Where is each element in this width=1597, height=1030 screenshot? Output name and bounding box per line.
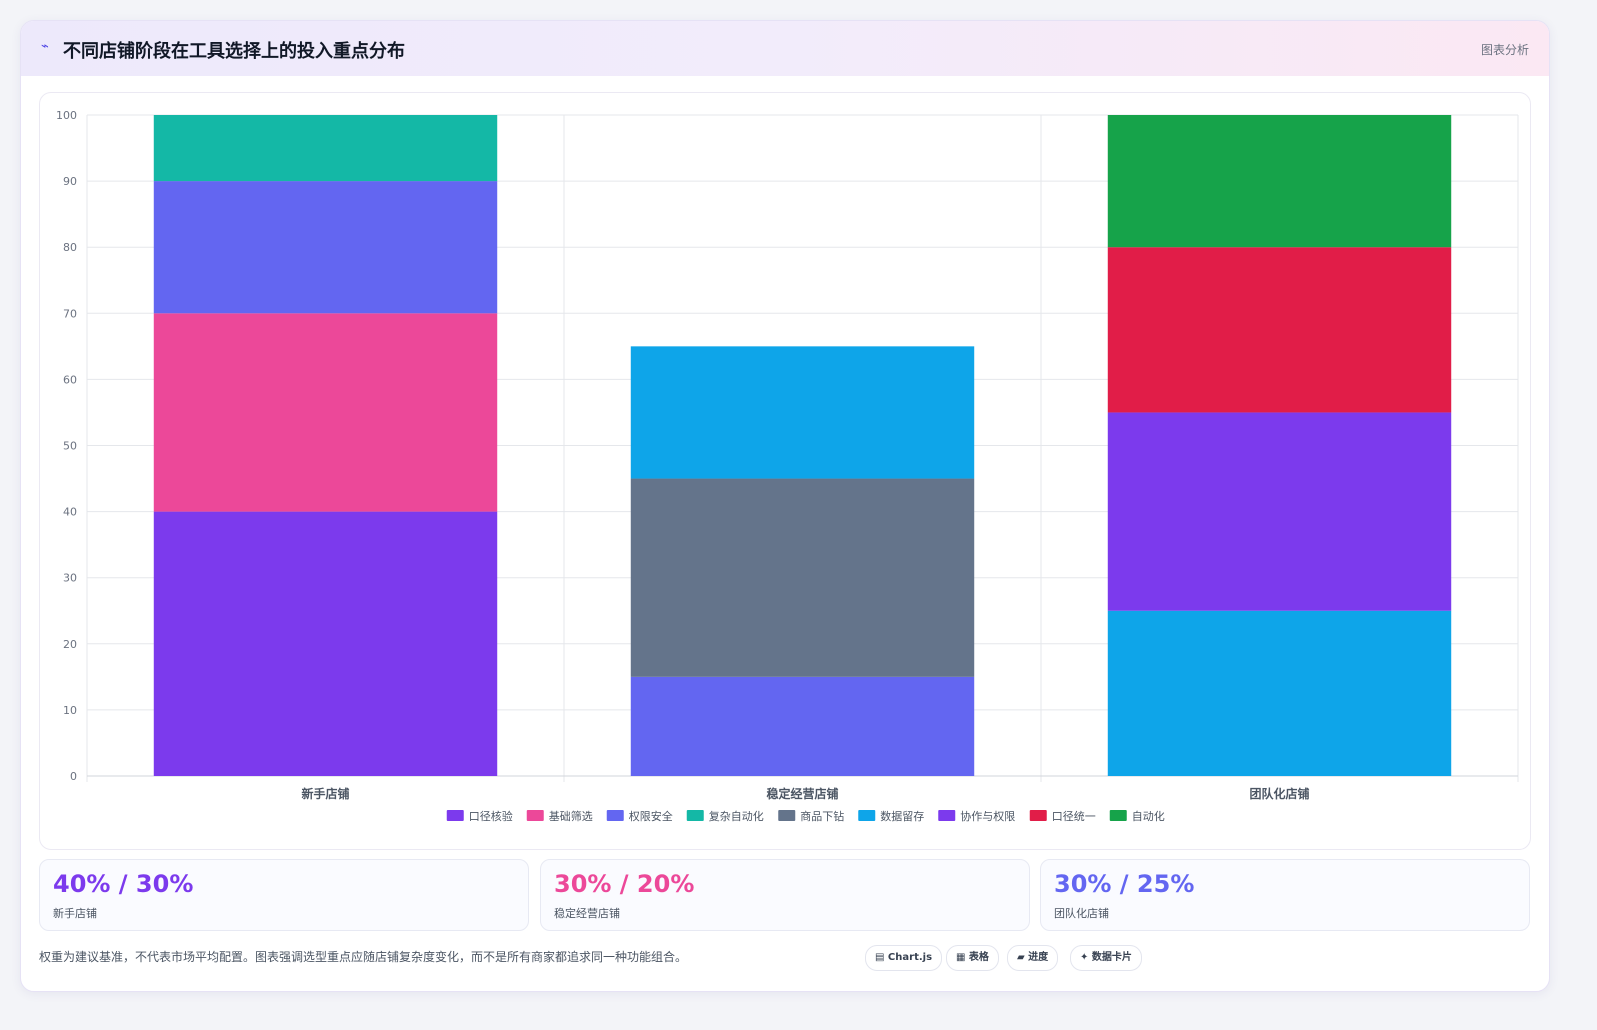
legend-swatch <box>1109 810 1127 821</box>
chart-panel: 0 10 20 30 40 50 60 70 80 90 100 新手店铺 稳定经营店铺 团队化店铺口径核… <box>39 92 1531 850</box>
stat-label: 稳定经营店铺 <box>554 907 620 920</box>
bar-segment <box>630 676 975 776</box>
legend-swatch <box>526 810 544 821</box>
legend-label: 商品下钻 <box>800 809 844 823</box>
legend-label: 权限安全 <box>629 809 673 823</box>
stat-value: 30% / 20% <box>554 870 695 898</box>
stat-card-newbie: 40% / 30% 新手店铺 <box>39 859 529 931</box>
stat-label: 新手店铺 <box>53 907 97 920</box>
stacked-bar-chart: 0 10 20 30 40 50 60 70 80 90 100 新手店铺 稳定经营店铺 团队化店铺口径核… <box>56 109 1519 823</box>
y-tick-label: 60 <box>63 373 77 386</box>
legend-swatch <box>1029 810 1047 821</box>
legend-label: 数据留存 <box>880 809 924 823</box>
y-tick-label: 30 <box>63 572 77 585</box>
legend-label: 基础筛选 <box>549 809 593 823</box>
chart-line-icon: ⌁ <box>41 39 49 54</box>
y-tick-label: 0 <box>70 770 77 783</box>
legend-swatch <box>858 810 876 821</box>
legend-label: 自动化 <box>1132 809 1165 823</box>
y-tick-label: 80 <box>63 241 77 254</box>
stat-value: 30% / 25% <box>1054 870 1195 898</box>
y-tick-label: 10 <box>63 704 77 717</box>
chip-data-card[interactable]: ✦ 数据卡片 <box>1070 945 1142 971</box>
legend-swatch <box>606 810 624 821</box>
bar-segment <box>630 478 975 677</box>
chart-card: ⌁ 不同店铺阶段在工具选择上的投入重点分布 图表分析 0 10 20 30 40 50 60… <box>20 20 1550 992</box>
chip-progress[interactable]: ▰ 进度 <box>1007 945 1059 971</box>
legend-swatch <box>446 810 464 821</box>
bar-segment <box>630 346 975 479</box>
bar-segment <box>1107 115 1452 248</box>
x-tick-label: 新手店铺 <box>301 786 349 801</box>
y-tick-label: 90 <box>63 175 77 188</box>
legend-label: 口径核验 <box>469 809 513 823</box>
bar-segment <box>1107 610 1452 776</box>
legend-label: 协作与权限 <box>960 809 1015 823</box>
chip-table[interactable]: ▦ 表格 <box>946 945 999 971</box>
chart-analysis-label: 图表分析 <box>1480 43 1529 57</box>
stat-value: 40% / 30% <box>53 870 194 898</box>
bar-segment <box>153 313 498 512</box>
y-tick-label: 40 <box>63 506 77 519</box>
stat-card-team: 30% / 25% 团队化店铺 <box>1040 859 1530 931</box>
bar-segment <box>153 181 498 314</box>
x-tick-label: 团队化店铺 <box>1249 786 1309 801</box>
legend-swatch <box>778 810 796 821</box>
card-header: ⌁ 不同店铺阶段在工具选择上的投入重点分布 图表分析 <box>21 21 1549 76</box>
y-tick-label: 70 <box>63 307 77 320</box>
bar-segment <box>153 115 498 182</box>
bar-segment <box>153 511 498 776</box>
stat-card-stable: 30% / 20% 稳定经营店铺 <box>540 859 1030 931</box>
legend-label: 复杂自动化 <box>709 809 764 823</box>
stat-label: 团队化店铺 <box>1054 907 1109 920</box>
y-tick-label: 50 <box>63 440 77 453</box>
legend-swatch <box>686 810 704 821</box>
y-tick-label: 20 <box>63 638 77 651</box>
legend-swatch <box>938 810 956 821</box>
legend-label: 口径统一 <box>1052 810 1096 823</box>
chip-chartjs[interactable]: ▤ Chart.js <box>865 945 943 971</box>
footnote: 权重为建议基准，不代表市场平均配置。图表强调选型重点应随店铺复杂度变化，而不是所… <box>39 950 688 964</box>
chart-title: 不同店铺阶段在工具选择上的投入重点分布 <box>63 41 405 62</box>
x-tick-label: 稳定经营店铺 <box>766 786 838 801</box>
y-tick-label: 100 <box>56 109 77 122</box>
bar-segment <box>1107 412 1452 611</box>
bar-segment <box>1107 247 1452 413</box>
